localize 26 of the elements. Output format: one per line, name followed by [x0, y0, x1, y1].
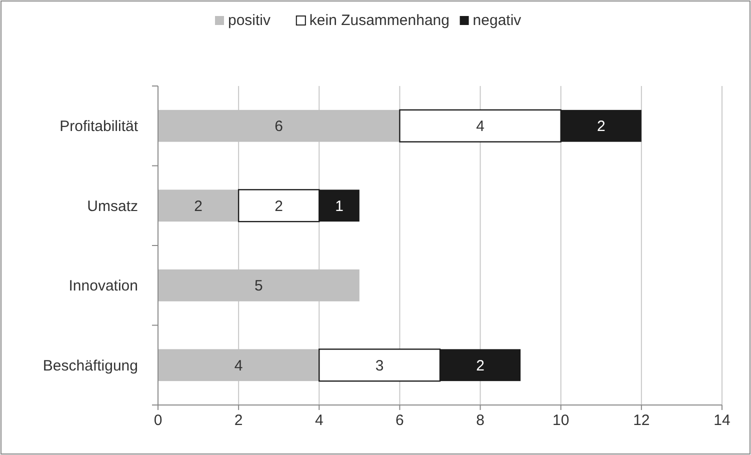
data-label: 5	[254, 278, 263, 295]
data-label: 2	[274, 198, 284, 215]
x-tick-label: 0	[154, 412, 162, 429]
data-label: 2	[596, 118, 606, 136]
data-label: 4	[476, 118, 484, 136]
bar	[158, 190, 239, 222]
x-tick-label: 10	[552, 412, 570, 429]
legend-label: kein Zusammenhang	[309, 12, 450, 29]
y-tick-label: Umsatz	[87, 198, 138, 215]
y-tick-label: Innovation	[68, 278, 138, 295]
x-tick-label: 12	[633, 412, 650, 429]
data-label: 2	[194, 198, 202, 215]
data-label: 2	[476, 357, 484, 374]
x-tick-label: 4	[314, 412, 324, 429]
x-tick-label: 8	[476, 412, 484, 429]
data-label: 3	[375, 357, 384, 374]
y-tick-label: Beschäftigung	[42, 357, 138, 374]
x-tick-label: 14	[714, 412, 730, 429]
y-tick-label: Profitabilität	[60, 118, 139, 136]
legend-label: positiv	[228, 12, 272, 29]
data-label: 6	[274, 118, 284, 136]
data-label: 4	[234, 357, 243, 374]
x-tick-label: 6	[396, 412, 404, 429]
data-label: 1	[335, 198, 344, 215]
legend-label: negativ	[472, 12, 522, 29]
x-tick-label: 2	[234, 412, 243, 429]
